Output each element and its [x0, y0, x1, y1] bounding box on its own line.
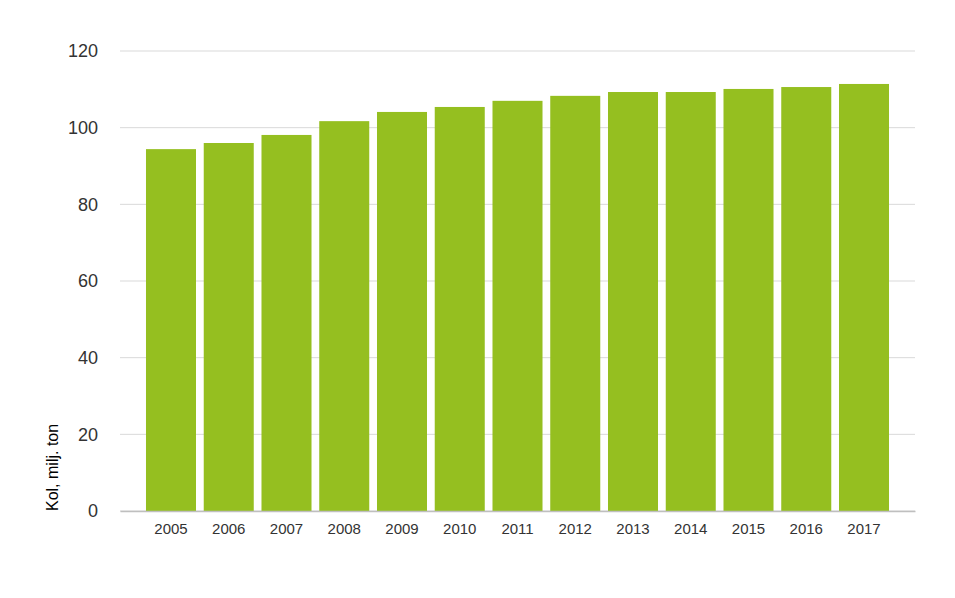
- x-tick: 2016: [790, 511, 823, 537]
- y-tick-label: 100: [68, 118, 98, 138]
- y-tick: 40: [78, 348, 120, 368]
- x-tick-label: 2013: [616, 520, 649, 537]
- x-tick: 2015: [732, 511, 765, 537]
- x-tick: 2011: [501, 511, 533, 537]
- bar: [608, 92, 658, 511]
- bar: [377, 112, 427, 511]
- y-tick-label: 80: [78, 195, 98, 215]
- y-axis: 0 20 40 60 80 100 120: [68, 41, 121, 521]
- x-tick: 2005: [154, 511, 187, 537]
- chart: 0204060801001202005200620072008200920102…: [0, 0, 955, 598]
- y-tick-label: 120: [68, 41, 98, 61]
- plot: 0204060801001202005200620072008200920102…: [68, 41, 916, 536]
- y-tick-label: 60: [78, 271, 98, 291]
- x-tick-label: 2009: [385, 520, 418, 537]
- x-tick: 2007: [270, 511, 303, 537]
- grid: [120, 51, 915, 511]
- y-tick-label: 0: [88, 501, 98, 521]
- bar: [204, 143, 254, 511]
- x-tick: 2017: [847, 511, 880, 537]
- bar: [319, 121, 369, 511]
- y-tick-label: 20: [78, 425, 98, 445]
- bar: [435, 107, 485, 511]
- bar: [781, 87, 831, 511]
- x-tick-label: 2007: [270, 520, 303, 537]
- x-tick: 2006: [212, 511, 245, 537]
- y-tick: 0: [88, 501, 120, 521]
- bar: [146, 149, 196, 511]
- y-tick: 80: [78, 195, 120, 215]
- x-tick-label: 2006: [212, 520, 245, 537]
- x-tick-label: 2008: [328, 520, 361, 537]
- x-tick-label: 2010: [443, 520, 476, 537]
- bar: [723, 89, 773, 511]
- bar: [492, 101, 542, 511]
- bar: [261, 135, 311, 511]
- y-tick: 60: [78, 271, 120, 291]
- y-axis-title: Kol, milj. ton: [44, 424, 61, 511]
- x-tick-label: 2005: [154, 520, 187, 537]
- x-tick: 2014: [674, 511, 707, 537]
- x-tick: 2010: [443, 511, 476, 537]
- x-tick-label: 2012: [559, 520, 592, 537]
- x-tick-label: 2015: [732, 520, 765, 537]
- x-tick-label: 2014: [674, 520, 707, 537]
- x-axis-line: [121, 511, 916, 513]
- grid-line: [120, 51, 915, 52]
- x-tick: 2013: [616, 511, 649, 537]
- bars: [146, 84, 889, 511]
- x-axis: 2005 2006 2007 2008 2009 2010 2011 2012 2013 2014…: [121, 511, 916, 537]
- x-tick-label: 2011: [501, 520, 533, 537]
- x-tick-label: 2017: [847, 520, 880, 537]
- y-tick: 120: [68, 41, 120, 61]
- y-tick-label: 40: [78, 348, 98, 368]
- x-tick-label: 2016: [790, 520, 823, 537]
- y-tick: 100: [68, 118, 120, 138]
- y-axis-line: [120, 52, 121, 512]
- bar: [666, 92, 716, 511]
- y-tick: 20: [78, 425, 120, 445]
- x-tick: 2012: [559, 511, 592, 537]
- bar: [839, 84, 889, 511]
- x-tick: 2009: [385, 511, 418, 537]
- x-tick: 2008: [328, 511, 361, 537]
- bar: [550, 96, 600, 511]
